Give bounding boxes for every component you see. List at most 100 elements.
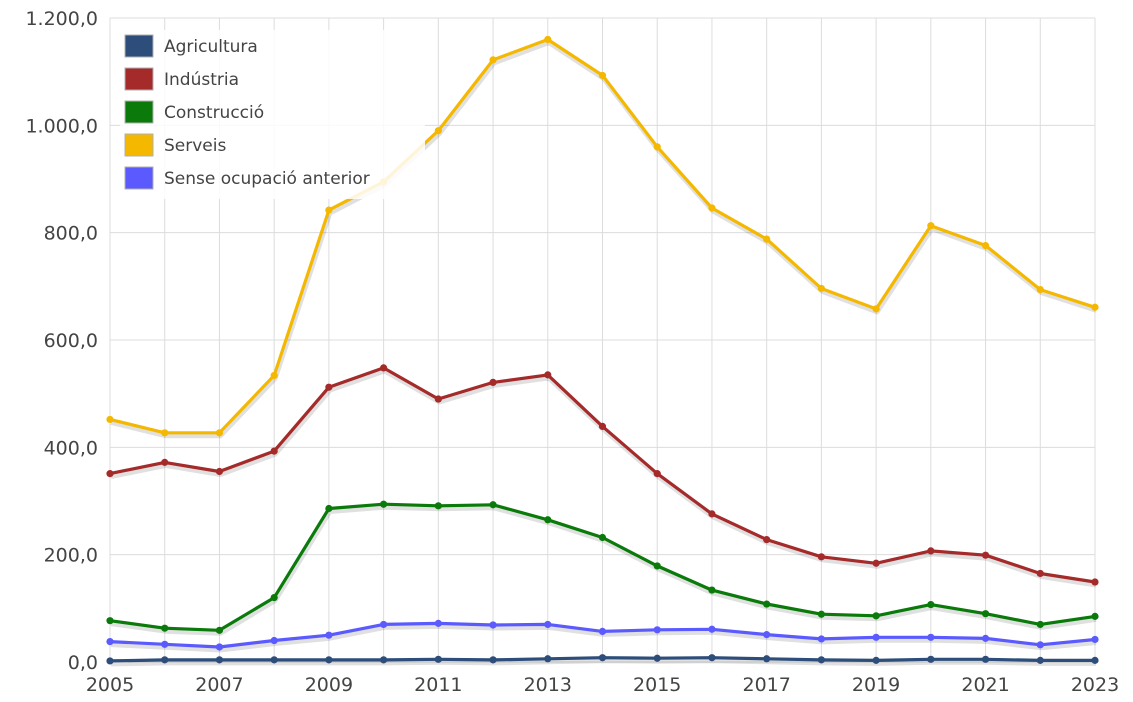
data-point	[544, 620, 552, 629]
data-point	[1091, 635, 1099, 644]
data-point	[161, 656, 169, 664]
data-point	[981, 241, 990, 250]
x-tick-label: 2015	[633, 674, 681, 696]
legend-swatch	[124, 67, 154, 91]
data-point	[270, 656, 278, 664]
data-point	[544, 371, 552, 379]
y-tick-label: 600,0	[44, 330, 98, 352]
data-point	[1091, 578, 1099, 586]
data-point	[817, 656, 825, 664]
data-point	[270, 636, 278, 645]
data-point	[489, 501, 497, 509]
data-point	[161, 640, 169, 648]
data-point	[325, 656, 333, 664]
data-point	[489, 378, 497, 386]
data-point	[544, 516, 552, 524]
legend-swatch	[124, 100, 154, 124]
x-tick-label: 2007	[195, 674, 243, 696]
y-tick-label: 800,0	[44, 223, 98, 245]
data-point	[380, 656, 388, 664]
data-point	[1091, 612, 1099, 620]
data-point	[653, 470, 661, 478]
data-point	[872, 633, 880, 641]
data-point	[489, 656, 497, 664]
data-point	[161, 458, 169, 466]
legend-entry: Construcció	[164, 103, 264, 123]
data-point	[872, 612, 880, 620]
data-point	[215, 643, 224, 651]
x-tick-label: 2017	[742, 674, 790, 696]
data-point	[927, 655, 935, 663]
data-point	[708, 654, 716, 662]
data-point	[1091, 656, 1099, 664]
data-point	[489, 621, 497, 629]
series-group	[106, 619, 1099, 653]
data-point	[653, 562, 661, 570]
data-point	[708, 204, 716, 212]
data-point	[106, 415, 114, 424]
series-group	[106, 364, 1099, 588]
data-point	[489, 56, 497, 64]
data-point	[434, 655, 442, 663]
data-point	[380, 620, 388, 629]
data-point	[927, 633, 935, 641]
legend-swatch	[124, 166, 154, 190]
data-point	[325, 383, 333, 391]
data-point	[1036, 656, 1044, 664]
x-axis-ticks: 2005 2007 2009 2011 2013 2015 2017 2019 2021 2023	[86, 674, 1119, 696]
x-tick-label: 2013	[524, 674, 572, 696]
legend-background	[120, 30, 425, 199]
data-point	[598, 422, 607, 431]
data-point	[270, 594, 278, 602]
data-point	[927, 547, 935, 555]
data-point	[434, 395, 442, 403]
data-point	[653, 626, 661, 634]
data-point	[872, 656, 880, 664]
data-point	[1091, 303, 1099, 311]
data-point	[708, 625, 716, 633]
data-point	[1036, 569, 1044, 578]
data-point	[598, 533, 607, 542]
data-point	[380, 500, 388, 508]
y-tick-label: 1.000,0	[25, 115, 98, 137]
legend: Agricultura Indústria Construcció Serveis Se…	[120, 30, 425, 199]
legend-entry: Agricultura	[164, 37, 258, 57]
data-point	[763, 631, 771, 639]
data-point	[872, 559, 880, 567]
data-point	[106, 617, 114, 625]
data-point	[434, 502, 442, 510]
data-point	[380, 364, 388, 372]
legend-swatch	[124, 34, 154, 58]
data-point	[927, 222, 935, 230]
data-point	[708, 510, 716, 518]
data-point	[981, 634, 990, 642]
data-point	[598, 627, 607, 636]
data-point	[1036, 641, 1044, 649]
y-tick-label: 1.200,0	[25, 8, 98, 30]
data-point	[708, 586, 716, 594]
legend-entry: Indústria	[164, 70, 239, 90]
y-tick-label: 200,0	[44, 545, 98, 567]
data-point	[817, 553, 825, 561]
data-point	[270, 447, 278, 455]
data-point	[1036, 285, 1044, 294]
x-tick-label: 2005	[86, 674, 134, 696]
data-point	[872, 305, 880, 313]
y-tick-label: 0,0	[68, 652, 98, 674]
data-point	[817, 284, 825, 293]
data-point	[106, 470, 114, 478]
data-point	[270, 371, 278, 380]
series	[106, 35, 1099, 667]
data-point	[817, 610, 825, 618]
data-point	[215, 467, 224, 476]
data-point	[763, 600, 771, 608]
data-point	[161, 624, 169, 632]
series-group	[106, 654, 1099, 667]
data-point	[106, 657, 114, 665]
y-axis-ticks: 0,0 200,0 400,0 600,0 800,0 1.000,0 1.200,0	[25, 8, 98, 674]
data-point	[215, 429, 224, 437]
data-point	[215, 656, 224, 664]
data-point	[544, 35, 552, 44]
y-tick-label: 400,0	[44, 437, 98, 459]
